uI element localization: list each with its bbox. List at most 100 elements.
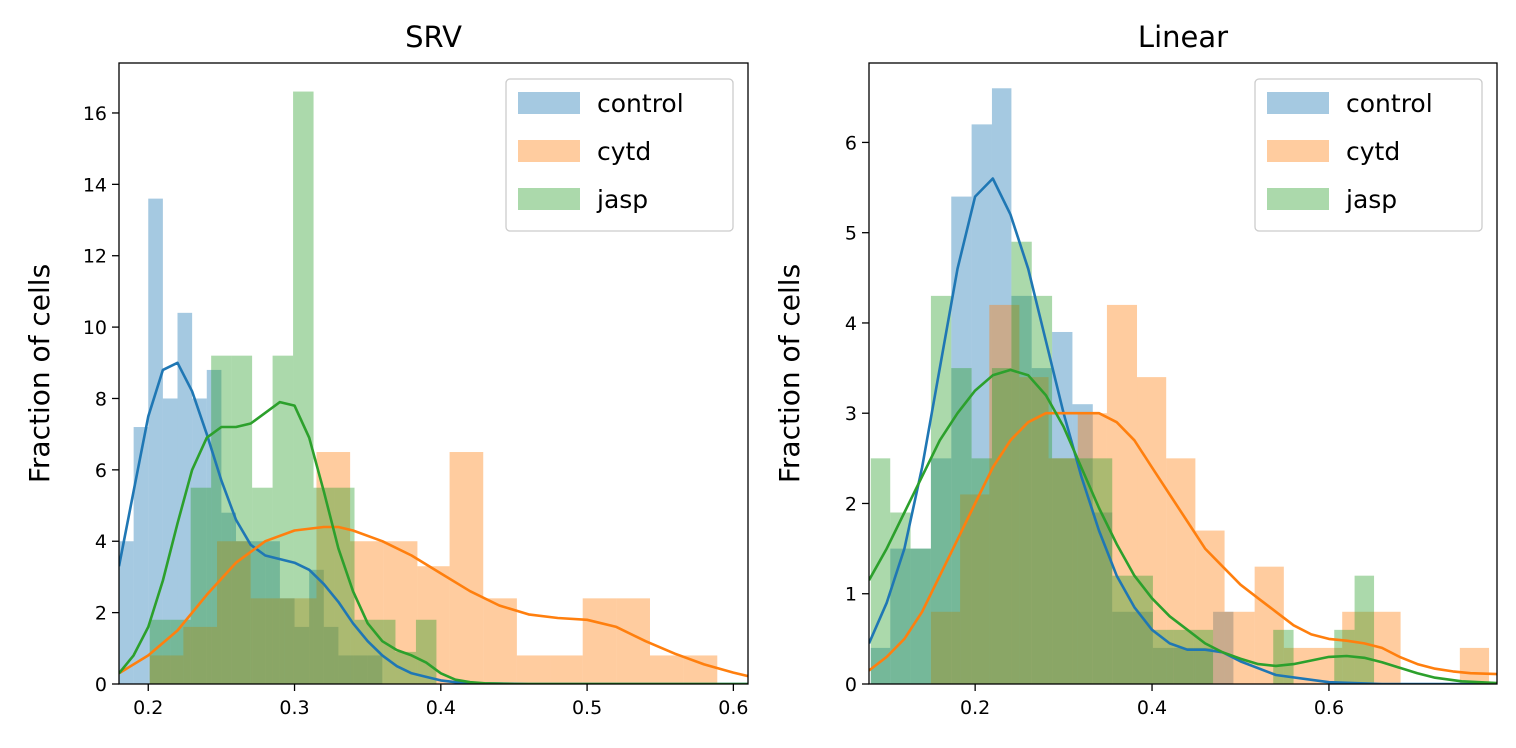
bar xyxy=(284,598,317,684)
kde-line-cytd xyxy=(869,411,1497,676)
bar xyxy=(1077,413,1107,684)
bar xyxy=(350,541,384,684)
bar xyxy=(190,487,212,684)
x-tick-label: 0.6 xyxy=(718,697,748,719)
y-tick-label: 0 xyxy=(95,674,107,696)
bar xyxy=(231,355,253,684)
legend-swatch-jasp xyxy=(1267,188,1329,210)
bar xyxy=(449,452,484,684)
bar xyxy=(192,398,207,684)
bar xyxy=(354,619,375,684)
histogram-control xyxy=(104,198,383,684)
bar xyxy=(991,368,1012,684)
bar xyxy=(1195,530,1225,684)
y-tick-label: 2 xyxy=(95,603,107,625)
bar xyxy=(910,548,931,684)
bar xyxy=(221,512,237,684)
y-tick-label: 8 xyxy=(95,388,107,410)
bar xyxy=(1193,647,1214,684)
bar xyxy=(1072,404,1093,684)
bar xyxy=(516,655,551,684)
y-axis-label: Fraction of cells xyxy=(23,264,56,483)
bar xyxy=(1106,304,1138,684)
bar xyxy=(417,566,450,684)
bar xyxy=(133,427,149,684)
bar xyxy=(250,541,266,684)
bar xyxy=(1152,647,1174,684)
bar xyxy=(162,398,178,684)
bar xyxy=(250,598,285,684)
bar xyxy=(1092,458,1113,684)
bar xyxy=(1354,575,1375,684)
bar xyxy=(1193,629,1214,684)
bar xyxy=(1048,458,1078,684)
bar xyxy=(367,655,383,684)
panel-srv: 0.2 0.3 0.4 0.5 0.6 0 2 4 6 8 10 12 14 16 SRV Fraction … xyxy=(23,20,749,719)
legend-box xyxy=(1254,78,1483,232)
bar xyxy=(149,619,171,684)
axes-frame xyxy=(118,62,749,685)
bar xyxy=(211,355,232,684)
legend-label-cytd: cytd xyxy=(1346,137,1400,166)
bar xyxy=(1213,611,1234,684)
histogram-cytd xyxy=(930,304,1490,684)
y-axis-label: Fraction of cells xyxy=(773,264,806,483)
legend-swatch-cytd xyxy=(518,140,580,162)
bar xyxy=(890,512,911,684)
x-tick-label: 0.2 xyxy=(960,697,990,719)
bar xyxy=(309,569,324,684)
bar xyxy=(910,548,931,684)
y-tick-label: 0 xyxy=(845,674,857,696)
y-tick-label: 2 xyxy=(845,493,857,515)
y-tick-label: 10 xyxy=(83,317,107,339)
bar xyxy=(252,487,273,684)
bar xyxy=(1072,458,1093,684)
bar xyxy=(582,598,617,684)
bar xyxy=(989,304,1020,684)
bar xyxy=(890,548,911,684)
legend: control cytd jasp xyxy=(1254,78,1483,232)
bar xyxy=(1031,295,1053,684)
x-tick-label: 0.4 xyxy=(1137,697,1167,719)
bar xyxy=(971,124,992,684)
bar xyxy=(170,619,191,684)
y-tick-label: 4 xyxy=(95,531,107,553)
chart-title: SRV xyxy=(405,20,462,54)
bar xyxy=(338,655,354,684)
bar xyxy=(119,541,134,684)
bar xyxy=(236,541,251,684)
kde-line-control xyxy=(869,177,1497,684)
bar xyxy=(1132,575,1153,684)
bar xyxy=(483,598,517,684)
y-tick-label: 4 xyxy=(845,313,857,335)
y-tick-label: 1 xyxy=(845,584,857,606)
kde-line-jasp xyxy=(869,368,1497,684)
bar xyxy=(1173,647,1194,684)
bar xyxy=(1313,647,1343,684)
plot-area xyxy=(869,88,1497,684)
kde-line-jasp xyxy=(119,400,748,684)
chart-title: Linear xyxy=(1138,20,1228,54)
kde-line-cytd xyxy=(119,525,748,678)
legend-swatch-cytd xyxy=(1267,140,1329,162)
bar xyxy=(971,458,992,684)
bar xyxy=(1019,377,1049,684)
bar xyxy=(991,88,1012,684)
legend: control cytd jasp xyxy=(505,78,734,232)
bar xyxy=(279,598,295,684)
bar xyxy=(1112,611,1133,684)
y-tick-label: 3 xyxy=(845,403,857,425)
bar xyxy=(272,355,294,684)
bar xyxy=(1112,575,1133,684)
legend-swatch-control xyxy=(1267,92,1329,114)
legend-label-jasp: jasp xyxy=(1345,185,1397,214)
bar xyxy=(149,655,184,684)
y-tick-label: 5 xyxy=(845,223,857,245)
kde-line-control xyxy=(119,361,748,684)
bar xyxy=(353,655,368,684)
bar xyxy=(183,626,218,684)
bar xyxy=(104,566,119,684)
y-tick-label: 16 xyxy=(83,103,107,125)
legend-swatch-jasp xyxy=(518,188,580,210)
